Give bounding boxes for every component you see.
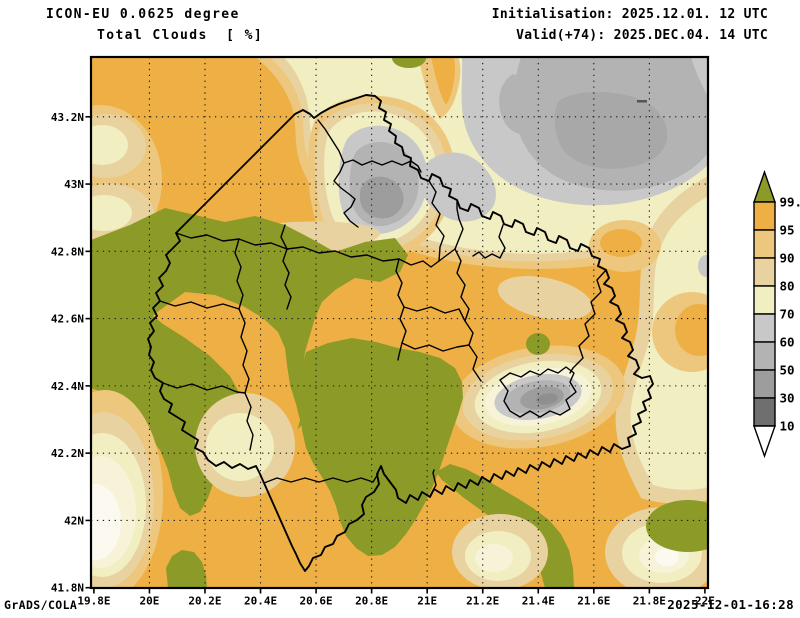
lon-tick-label: 20E bbox=[140, 595, 160, 608]
colorbar-label: 30 bbox=[780, 391, 795, 406]
axis-labels: 19.8E 20E 20.2E 20.4E 20.6E 20.8E 21E 21.2E 21.4… bbox=[51, 111, 715, 608]
valid-time: Valid(+74): 2025.DEC.04. 14 UTC bbox=[516, 28, 768, 43]
init-time: Initialisation: 2025.12.01. 12 UTC bbox=[491, 7, 768, 22]
colorbar-label: 60 bbox=[780, 335, 795, 350]
lon-tick-label: 21.6E bbox=[577, 595, 610, 608]
colorbar-segment bbox=[753, 341, 776, 371]
lat-tick-label: 42.4N bbox=[51, 380, 84, 393]
colorbar-label: 90 bbox=[780, 251, 795, 266]
colorbar-segment bbox=[753, 285, 776, 315]
kosovo-borders bbox=[147, 94, 654, 572]
colorbar-label: 99.5 bbox=[780, 195, 800, 210]
lon-tick-label: 21.2E bbox=[466, 595, 499, 608]
lon-tick-label: 20.4E bbox=[244, 595, 277, 608]
kosovo-outline bbox=[147, 94, 654, 572]
lon-tick-label: 20.2E bbox=[188, 595, 221, 608]
colorbar-over-arrow bbox=[753, 169, 776, 203]
colorbar-segment bbox=[753, 397, 776, 427]
lon-tick-label: 22E bbox=[695, 595, 715, 608]
colorbar-under-arrow bbox=[753, 425, 776, 459]
colorbar-segment bbox=[753, 229, 776, 259]
colorbar-legend: 99.5 95 90 80 70 60 50 30 10 bbox=[753, 169, 800, 459]
lon-tick-label: 20.6E bbox=[300, 595, 333, 608]
lon-tick-label: 20.8E bbox=[355, 595, 388, 608]
colorbar-label: 50 bbox=[780, 363, 795, 378]
lat-tick-label: 42.6N bbox=[51, 313, 84, 326]
variable-title: Total Clouds [ %] bbox=[97, 28, 264, 43]
lat-tick-label: 42.8N bbox=[51, 245, 84, 258]
lat-tick-label: 43N bbox=[64, 178, 84, 191]
grads-credit: GrADS/COLA bbox=[4, 598, 78, 612]
colorbar-segment bbox=[753, 257, 776, 287]
lat-tick-label: 43.2N bbox=[51, 111, 84, 124]
lat-tick-label: 42N bbox=[64, 514, 84, 527]
lat-tick-label: 41.8N bbox=[51, 582, 84, 595]
lon-tick-label: 21.4E bbox=[522, 595, 555, 608]
colorbar-segment bbox=[753, 313, 776, 343]
colorbar-segment bbox=[753, 201, 776, 231]
municipality-borders bbox=[159, 119, 607, 497]
colorbar-label: 70 bbox=[780, 307, 795, 322]
lon-tick-label: 21.8E bbox=[633, 595, 666, 608]
axis-ticks bbox=[85, 115, 706, 594]
model-title: ICON-EU 0.0625 degree bbox=[46, 7, 240, 22]
grid-lines bbox=[91, 57, 708, 588]
map-frame bbox=[89, 55, 710, 590]
colorbar-label: 80 bbox=[780, 279, 795, 294]
min-marker bbox=[637, 100, 647, 103]
creation-timestamp: 2025-12-01-16:28 bbox=[667, 597, 794, 612]
lon-tick-label: 19.8E bbox=[77, 595, 110, 608]
colorbar-segment bbox=[753, 369, 776, 399]
colorbar-label: 95 bbox=[780, 223, 795, 238]
lon-tick-label: 21E bbox=[417, 595, 437, 608]
contour-field bbox=[91, 57, 708, 588]
lat-tick-label: 42.2N bbox=[51, 447, 84, 460]
colorbar-label: 10 bbox=[780, 419, 795, 434]
